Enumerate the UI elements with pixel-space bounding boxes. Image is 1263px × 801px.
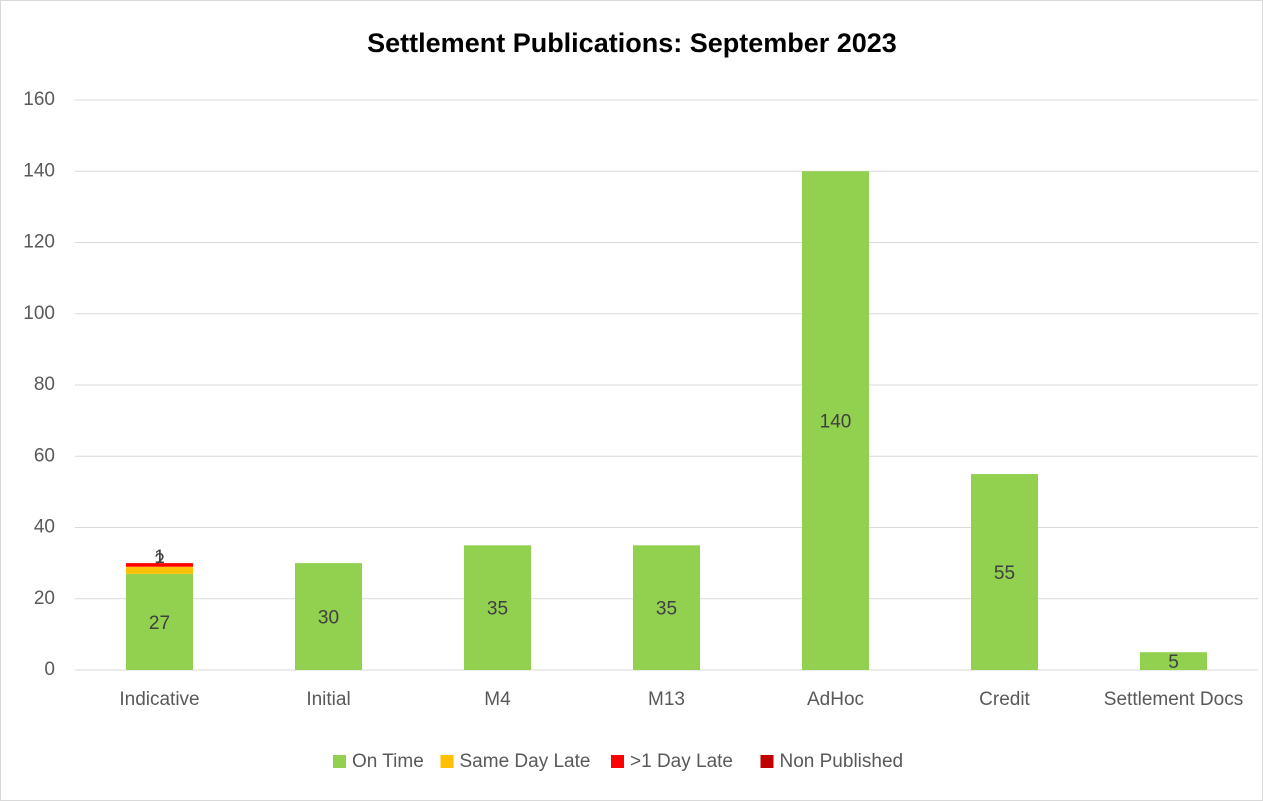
chart-title: Settlement Publications: September 2023 [367, 28, 897, 58]
bar-segment [464, 545, 531, 670]
y-tick-label: 120 [23, 232, 55, 253]
legend-swatch [440, 755, 454, 768]
y-tick-label: 40 [34, 517, 55, 538]
data-label: 5 [1168, 652, 1179, 673]
bar-segment [126, 573, 193, 670]
legend-label: Same Day Late [460, 751, 591, 772]
x-tick-label: Initial [306, 689, 350, 710]
legend-label: On Time [352, 751, 424, 772]
x-tick-label: AdHoc [807, 689, 864, 710]
y-tick-label: 20 [34, 588, 55, 609]
bar-segment [971, 474, 1038, 670]
bar-segment [633, 545, 700, 670]
data-label: 27 [149, 613, 170, 634]
bar-segment [295, 563, 362, 670]
data-label: 35 [656, 599, 677, 620]
data-label: 140 [820, 412, 852, 433]
legend-swatch [760, 755, 774, 768]
bar-segment [1140, 652, 1207, 670]
bar-segment [802, 171, 869, 670]
y-tick-label: 160 [23, 89, 55, 110]
data-label: 55 [994, 563, 1015, 584]
legend-label: >1 Day Late [630, 751, 733, 772]
bar-segment [126, 566, 193, 574]
data-label: 2 [154, 551, 165, 572]
y-tick-label: 80 [34, 374, 55, 395]
legend-swatch [333, 755, 346, 768]
legend-swatch [611, 755, 624, 768]
y-tick-label: 60 [34, 445, 55, 466]
x-tick-label: M4 [484, 689, 511, 710]
x-tick-label: Settlement Docs [1104, 689, 1243, 710]
x-tick-label: Credit [979, 689, 1030, 710]
y-tick-label: 140 [23, 160, 55, 181]
legend-label: Non Published [780, 751, 904, 772]
y-tick-label: 100 [23, 303, 55, 324]
data-label: 1 [154, 547, 165, 568]
bar-segment [126, 563, 193, 567]
y-tick-label: 0 [44, 659, 55, 680]
data-label: 35 [487, 599, 508, 620]
x-tick-label: M13 [648, 689, 685, 710]
data-label: 30 [318, 608, 339, 629]
x-tick-label: Indicative [119, 689, 199, 710]
